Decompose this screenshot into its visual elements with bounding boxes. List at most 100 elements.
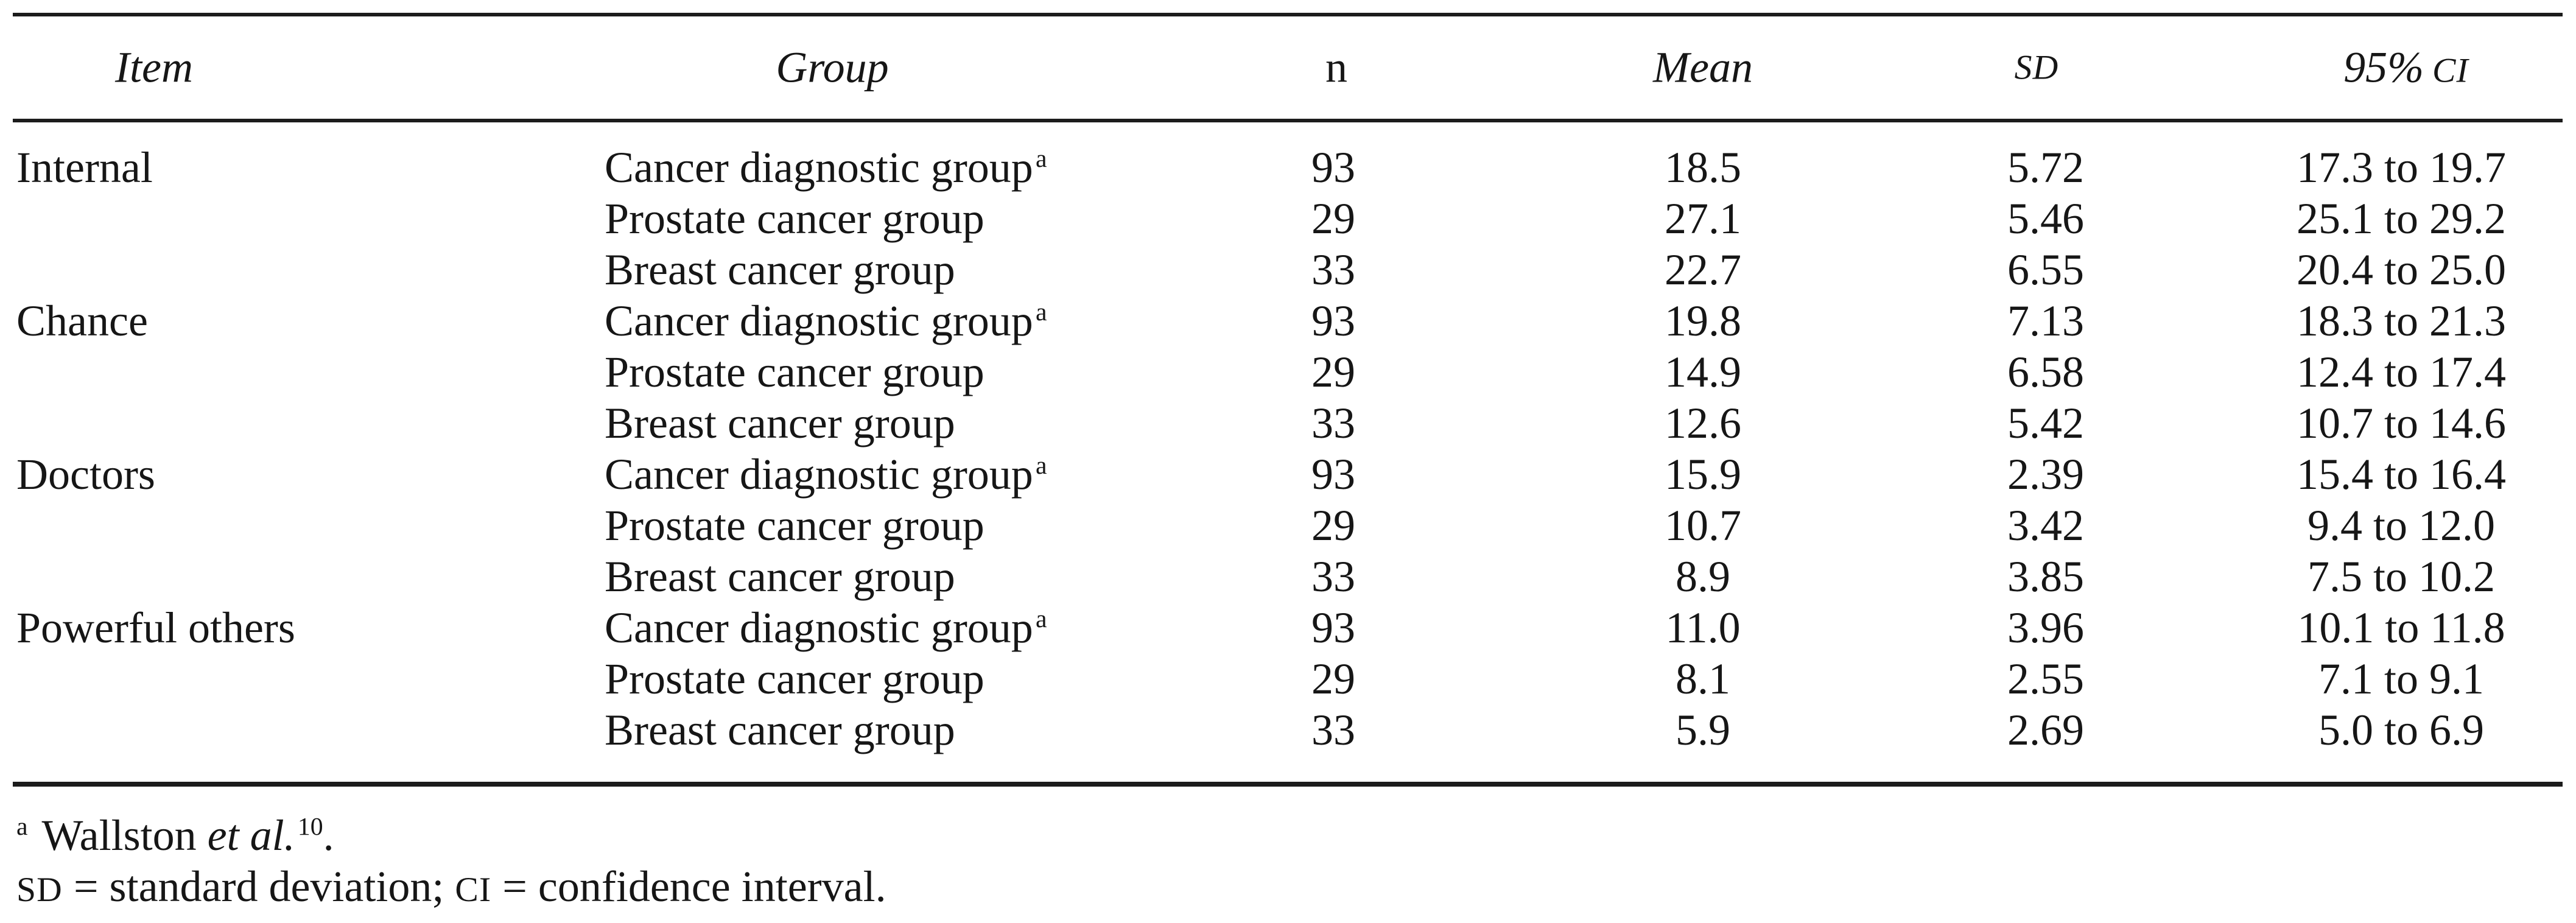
group-cell: Cancer diagnostic groupa: [605, 142, 1047, 193]
sd-definition: = standard deviation;: [62, 862, 455, 911]
table-footnotes: a Wallston et al.10. SD = standard deviat…: [16, 810, 886, 912]
ci-cell: 17.3 to 19.7: [2296, 143, 2507, 192]
column-header-sd: SD: [2014, 48, 2059, 87]
ci-cell: 10.1 to 11.8: [2297, 603, 2505, 652]
group-label: Prostate cancer group: [605, 194, 984, 243]
column-header-n: n: [1325, 43, 1347, 92]
item-cell: Doctors: [16, 450, 155, 499]
footnote-etal: et al.: [207, 811, 295, 860]
ci-abbreviation: CI: [455, 871, 492, 909]
sd-abbreviation: SD: [16, 871, 63, 909]
n-cell: 33: [1311, 245, 1355, 294]
sd-cell: 2.55: [2007, 655, 2084, 703]
n-cell: 29: [1311, 194, 1355, 243]
sd-cell: 3.96: [2007, 603, 2084, 652]
footnote-period: .: [323, 811, 334, 860]
group-cell: Cancer diagnostic groupa: [605, 295, 1047, 346]
ci-definition: = confidence interval.: [491, 862, 886, 911]
sd-cell: 3.85: [2007, 552, 2084, 601]
group-label: Cancer diagnostic group: [605, 297, 1033, 345]
footnote-author: Wallston: [41, 811, 208, 860]
group-cell: Prostate cancer group: [605, 193, 987, 244]
group-cell: Cancer diagnostic groupa: [605, 602, 1047, 653]
n-cell: 93: [1311, 297, 1355, 345]
group-label: Prostate cancer group: [605, 501, 984, 550]
table-row: Doctors Cancer diagnostic groupa 93 15.9…: [0, 449, 2576, 500]
sd-cell: 7.13: [2007, 297, 2084, 345]
ci-cell: 18.3 to 21.3: [2296, 297, 2507, 345]
n-cell: 33: [1311, 706, 1355, 754]
mean-cell: 22.7: [1665, 245, 1741, 294]
ci-cell: 7.5 to 10.2: [2307, 552, 2496, 601]
table-row: Powerful others Cancer diagnostic groupa…: [0, 602, 2576, 653]
ci-cell: 9.4 to 12.0: [2307, 501, 2496, 550]
ci-header-prefix: 95%: [2343, 43, 2424, 92]
group-cell: Breast cancer group: [605, 244, 958, 295]
n-cell: 29: [1311, 348, 1355, 396]
n-cell: 29: [1311, 501, 1355, 550]
footnote-wallston: a Wallston et al.10.: [16, 810, 886, 861]
mean-cell: 19.8: [1665, 297, 1741, 345]
table-row: Prostate cancer group 29 27.1 5.46 25.1 …: [0, 193, 2576, 244]
table-row: Prostate cancer group 29 8.1 2.55 7.1 to…: [0, 653, 2576, 704]
group-label: Prostate cancer group: [605, 655, 984, 703]
n-cell: 93: [1311, 143, 1355, 192]
ci-cell: 15.4 to 16.4: [2296, 450, 2507, 499]
group-label: Cancer diagnostic group: [605, 603, 1033, 652]
table-body: Internal Cancer diagnostic groupa 93 18.…: [0, 142, 2576, 756]
ci-cell: 12.4 to 17.4: [2296, 348, 2507, 396]
group-label: Prostate cancer group: [605, 348, 984, 396]
sd-cell: 5.72: [2007, 143, 2084, 192]
table-row: Breast cancer group 33 5.9 2.69 5.0 to 6…: [0, 704, 2576, 756]
group-label: Cancer diagnostic group: [605, 143, 1033, 192]
group-cell: Prostate cancer group: [605, 346, 987, 398]
group-label: Cancer diagnostic group: [605, 450, 1033, 499]
sd-cell: 5.42: [2007, 399, 2084, 447]
mean-cell: 14.9: [1665, 348, 1741, 396]
column-header-ci: 95% CI: [2343, 43, 2469, 93]
sd-cell: 5.46: [2007, 194, 2084, 243]
header-rule: [13, 119, 2563, 122]
table-row: Prostate cancer group 29 14.9 6.58 12.4 …: [0, 346, 2576, 398]
footnote-ref-number: 10: [297, 813, 323, 841]
footnote-marker: a: [1035, 452, 1047, 480]
n-cell: 33: [1311, 552, 1355, 601]
footnote-marker: a: [1035, 145, 1047, 173]
ci-cell: 20.4 to 25.0: [2296, 245, 2507, 294]
column-header-item: Item: [115, 43, 193, 92]
item-cell: Internal: [16, 143, 153, 192]
ci-header-smallcaps: CI: [2432, 51, 2469, 90]
group-label: Breast cancer group: [605, 706, 955, 754]
mean-cell: 8.1: [1676, 655, 1730, 703]
mean-cell: 10.7: [1665, 501, 1741, 550]
mean-cell: 5.9: [1676, 706, 1730, 754]
table-row: Breast cancer group 33 22.7 6.55 20.4 to…: [0, 244, 2576, 295]
footnote-a-marker: a: [16, 813, 28, 841]
n-cell: 93: [1311, 450, 1355, 499]
mean-cell: 8.9: [1676, 552, 1730, 601]
group-cell: Prostate cancer group: [605, 653, 987, 704]
ci-cell: 7.1 to 9.1: [2318, 655, 2485, 703]
group-cell: Breast cancer group: [605, 398, 958, 449]
group-label: Breast cancer group: [605, 399, 955, 447]
mean-cell: 11.0: [1665, 603, 1741, 652]
footnote-marker: a: [1035, 605, 1047, 633]
mean-cell: 15.9: [1665, 450, 1741, 499]
table-row: Breast cancer group 33 8.9 3.85 7.5 to 1…: [0, 551, 2576, 602]
group-cell: Breast cancer group: [605, 704, 958, 756]
group-label: Breast cancer group: [605, 552, 955, 601]
mean-cell: 18.5: [1665, 143, 1741, 192]
top-rule: [13, 13, 2563, 16]
mean-cell: 27.1: [1665, 194, 1741, 243]
table-row: Internal Cancer diagnostic groupa 93 18.…: [0, 142, 2576, 193]
item-cell: Chance: [16, 297, 148, 345]
table-row: Chance Cancer diagnostic groupa 93 19.8 …: [0, 295, 2576, 346]
footnote-abbreviations: SD = standard deviation; CI = confidence…: [16, 861, 886, 912]
sd-cell: 6.55: [2007, 245, 2084, 294]
column-header-group: Group: [776, 43, 889, 92]
n-cell: 93: [1311, 603, 1355, 652]
item-cell: Powerful others: [16, 603, 295, 652]
sd-cell: 2.69: [2007, 706, 2084, 754]
group-cell: Breast cancer group: [605, 551, 958, 602]
